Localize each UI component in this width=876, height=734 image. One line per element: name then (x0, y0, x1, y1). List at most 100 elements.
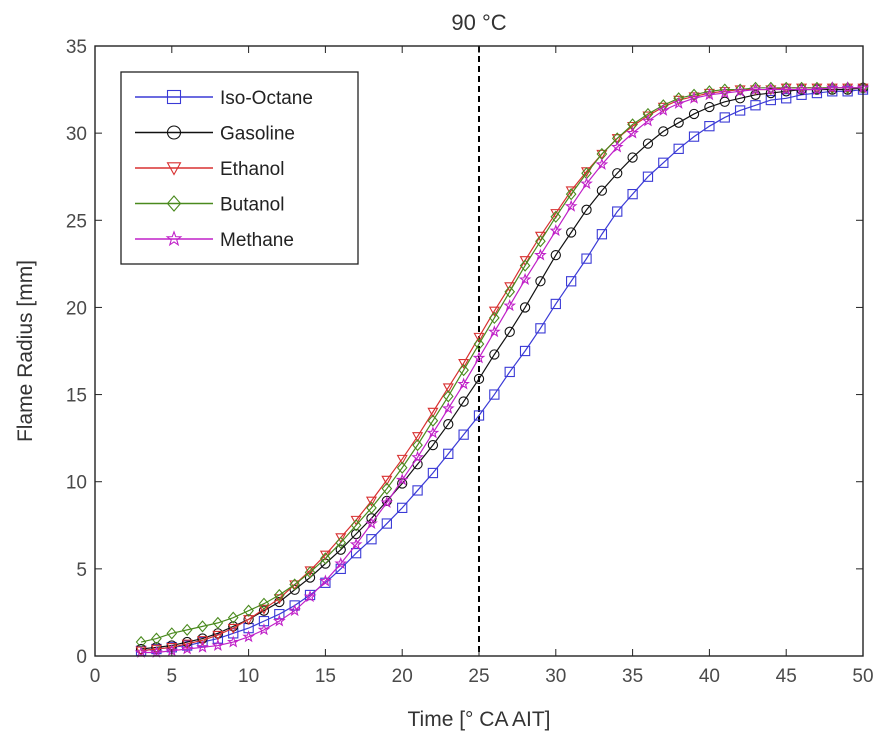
data-point (212, 630, 224, 641)
legend-item: Butanol (135, 195, 284, 216)
data-point (472, 351, 486, 364)
data-point (688, 108, 700, 120)
data-point (765, 94, 776, 106)
series-line (141, 88, 864, 652)
data-point (825, 81, 839, 94)
x-tick-label: 50 (852, 666, 873, 687)
data-point (535, 235, 546, 248)
data-point (396, 461, 408, 474)
series-methane (134, 81, 870, 658)
data-point (303, 590, 317, 603)
x-tick-label: 30 (545, 666, 566, 687)
x-tick-label: 25 (468, 666, 489, 687)
data-point (550, 249, 561, 261)
data-point (612, 168, 623, 179)
data-point (550, 298, 561, 310)
data-point (779, 82, 793, 95)
legend-item: Gasoline (135, 124, 295, 145)
data-point (257, 623, 271, 636)
legend-item: Methane (135, 230, 294, 251)
data-point (765, 81, 777, 94)
data-point (272, 614, 286, 627)
data-point (596, 149, 608, 160)
data-point (704, 101, 715, 113)
data-point (150, 644, 162, 655)
data-point (642, 107, 654, 121)
data-point (827, 84, 838, 95)
y-tick-label: 15 (66, 386, 87, 407)
data-point (427, 467, 439, 479)
data-point (197, 636, 208, 648)
x-axis-title: Time [° CA AIT] (408, 708, 551, 731)
data-point (580, 177, 593, 190)
data-point (397, 502, 408, 514)
data-point (473, 410, 485, 421)
y-tick-label: 5 (76, 560, 87, 581)
legend-swatch-marker (166, 125, 182, 140)
data-point (334, 556, 348, 570)
data-point (519, 302, 531, 313)
data-point (134, 645, 148, 658)
data-point (349, 537, 363, 550)
data-point (395, 473, 409, 486)
data-point (703, 88, 716, 101)
data-point (350, 548, 362, 559)
plot-marks (134, 46, 870, 658)
data-point (780, 81, 792, 94)
series-iso-octane (135, 84, 869, 656)
data-point (473, 337, 485, 351)
data-point (704, 121, 715, 132)
data-point (151, 632, 162, 645)
data-point (566, 227, 577, 238)
data-point (781, 86, 792, 97)
x-tick-label: 40 (699, 666, 720, 687)
data-point (627, 118, 638, 131)
data-point (796, 89, 807, 100)
data-point (504, 326, 515, 337)
data-point (350, 515, 362, 526)
legend-swatch-marker (165, 230, 183, 247)
data-point (764, 82, 778, 95)
data-point (750, 89, 761, 100)
data-point (181, 623, 193, 636)
data-point (335, 533, 347, 544)
data-point (289, 578, 301, 591)
data-point (181, 639, 193, 650)
data-point (612, 206, 623, 217)
data-point (457, 377, 470, 390)
data-point (365, 496, 378, 507)
y-tick-label: 35 (66, 37, 87, 58)
data-point (610, 140, 624, 153)
data-point (627, 188, 638, 200)
data-point (441, 401, 455, 414)
data-point (641, 114, 655, 127)
legend-label: Ethanol (220, 159, 284, 180)
data-point (135, 643, 147, 655)
data-point (182, 636, 193, 648)
data-point (242, 630, 255, 643)
data-point (687, 91, 701, 104)
data-point (166, 627, 178, 640)
data-point (412, 438, 423, 452)
legend-label: Methane (220, 230, 294, 251)
data-point (273, 588, 285, 602)
data-point (350, 519, 362, 532)
data-point (750, 100, 761, 111)
data-point (258, 604, 270, 615)
data-point (458, 429, 469, 440)
data-point (304, 566, 316, 579)
y-tick-label: 30 (66, 124, 87, 145)
data-point (673, 143, 684, 154)
data-point (672, 96, 686, 109)
data-point (166, 643, 178, 654)
data-point (426, 426, 440, 439)
data-point (397, 478, 408, 489)
data-point (427, 407, 439, 418)
data-point (596, 185, 608, 196)
data-point (458, 364, 469, 377)
data-point (473, 332, 485, 343)
data-point (489, 311, 500, 325)
series-line (141, 87, 864, 650)
data-point (658, 126, 669, 137)
